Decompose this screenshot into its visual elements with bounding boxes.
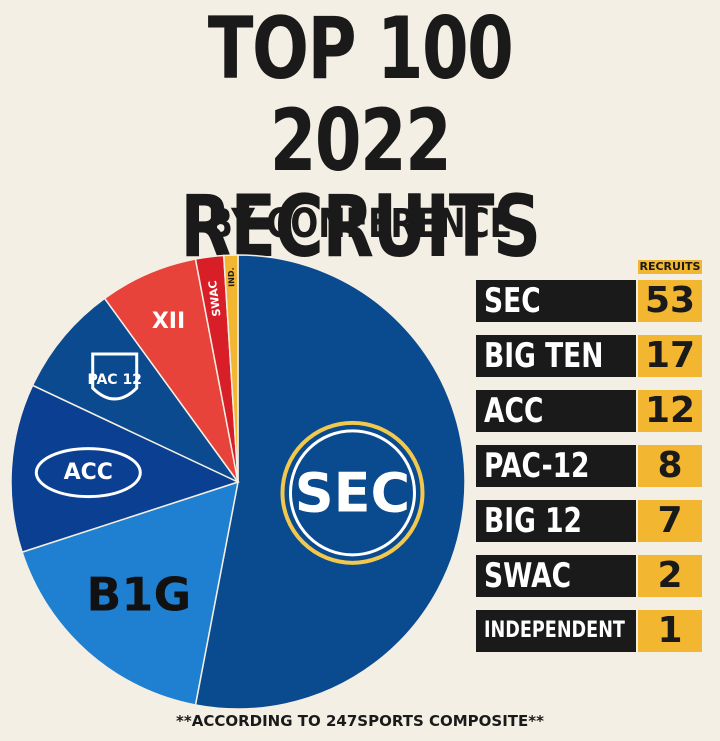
table-row: SEC 53 xyxy=(476,280,702,322)
slice-label-swac: SWAC xyxy=(206,280,223,318)
sec-logo-ring xyxy=(280,420,425,565)
title-line-1: TOP 100 xyxy=(207,0,514,99)
conference-name: BIG TEN xyxy=(476,335,636,377)
slice-label-big-ten: B1G xyxy=(86,568,191,622)
table-row: PAC-12 8 xyxy=(476,445,702,487)
slice-label-independent: IND. xyxy=(227,267,237,287)
pie-slice-big-ten xyxy=(21,480,239,706)
pie-slice-independent xyxy=(222,254,239,483)
conference-name: PAC-12 xyxy=(476,445,636,487)
acc-logo-oval xyxy=(34,447,142,499)
pie-chart: SEC B1G ACC PAC 12 XII SWAC IND. xyxy=(10,254,466,710)
recruit-count: 12 xyxy=(638,390,702,432)
recruit-count: 2 xyxy=(638,555,702,597)
recruits-column-header: RECRUITS xyxy=(638,260,702,274)
sec-logo-inner-ring xyxy=(288,429,416,557)
conference-name: SWAC xyxy=(476,555,636,597)
recruit-count: 7 xyxy=(638,500,702,542)
table-row: INDEPENDENT 1 xyxy=(476,610,702,652)
recruit-count: 53 xyxy=(638,280,702,322)
pac12-logo-shield xyxy=(91,352,139,401)
recruit-count: 1 xyxy=(638,610,702,652)
slice-label-sec: SEC xyxy=(295,461,410,524)
subtitle: BY CONFERENCE xyxy=(207,201,513,247)
slice-label-pac-12: PAC 12 xyxy=(87,372,141,388)
conference-name: ACC xyxy=(476,390,636,432)
conference-name: SEC xyxy=(476,280,636,322)
recruit-count: 8 xyxy=(638,445,702,487)
conference-name: BIG 12 xyxy=(476,500,636,542)
conference-name: INDEPENDENT xyxy=(476,610,636,652)
slice-label-acc: ACC xyxy=(64,460,113,485)
table-row: ACC 12 xyxy=(476,390,702,432)
footnote: **ACCORDING TO 247SPORTS COMPOSITE** xyxy=(176,712,544,730)
recruit-count: 17 xyxy=(638,335,702,377)
table-row: BIG TEN 17 xyxy=(476,335,702,377)
slice-label-big-12: XII xyxy=(152,309,185,334)
pie-slice-acc xyxy=(10,384,241,554)
table-row: SWAC 2 xyxy=(476,555,702,597)
table-row: BIG 12 7 xyxy=(476,500,702,542)
